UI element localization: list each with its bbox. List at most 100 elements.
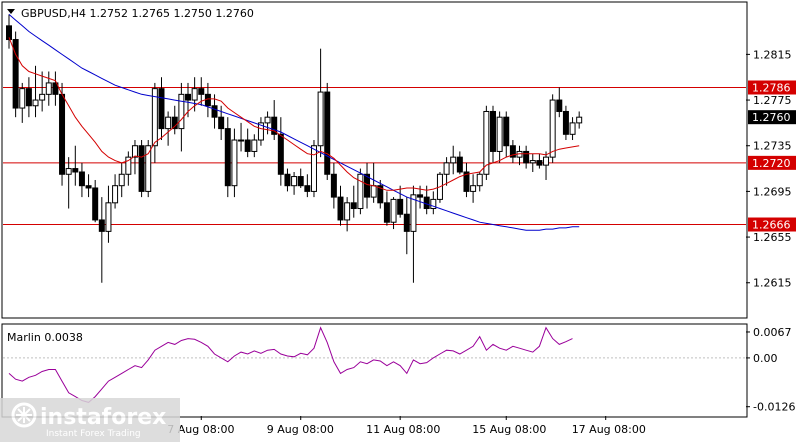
time-tick-label: 11 Aug 08:00 <box>366 423 440 436</box>
level-badge-1: 1.2720 <box>748 155 796 170</box>
candle <box>450 145 457 175</box>
axis-layer: 1.2815 1.2775 1.2735 1.2695 1.2655 1.2615 1.27… <box>167 48 796 436</box>
candle <box>131 140 138 175</box>
marlin-line <box>8 326 573 403</box>
candle <box>39 71 46 112</box>
time-tick-label: 15 Aug 08:00 <box>472 423 546 436</box>
ma-fast-line <box>8 37 580 191</box>
level-badge-2: 1.2666 <box>748 217 796 232</box>
candle <box>489 105 496 163</box>
candle <box>543 151 550 180</box>
candle <box>403 197 410 255</box>
candle <box>264 111 271 135</box>
candle <box>483 105 490 180</box>
candle <box>6 14 12 49</box>
candle <box>52 71 59 106</box>
candle <box>377 179 384 209</box>
ma-slow-line <box>8 14 580 231</box>
candle <box>509 140 516 163</box>
candle <box>244 128 251 158</box>
chart-title: GBPUSD,H4 1.2752 1.2765 1.2750 1.2760 <box>21 7 254 20</box>
svg-text:1.2786: 1.2786 <box>752 81 791 94</box>
candle <box>78 162 85 198</box>
candle <box>284 168 291 192</box>
candle <box>350 185 357 218</box>
candle <box>211 94 218 129</box>
candle <box>171 105 178 135</box>
price-tick-label: 1.2615 <box>753 277 792 290</box>
candle <box>251 134 258 158</box>
candle <box>271 100 278 141</box>
candle <box>231 128 238 198</box>
candle <box>125 151 132 186</box>
candle <box>158 77 165 141</box>
candle <box>178 82 185 152</box>
candle <box>98 197 105 283</box>
indicator-title: Marlin 0.0038 <box>7 331 83 344</box>
candle <box>443 157 450 186</box>
price-tick-label: 1.2815 <box>753 48 792 61</box>
candle <box>85 174 92 198</box>
candle <box>523 145 530 169</box>
candle <box>105 185 112 243</box>
candle <box>390 197 397 230</box>
candle <box>496 111 503 163</box>
candle <box>145 140 152 198</box>
candle <box>19 82 26 123</box>
price-tick-label: 1.2695 <box>753 185 792 198</box>
candle <box>277 117 284 186</box>
candle <box>397 185 404 218</box>
candle <box>65 157 72 209</box>
current-price-badge: 1.2760 <box>748 110 796 125</box>
candle <box>430 191 437 215</box>
candle <box>410 185 417 283</box>
time-tick-label: 7 Aug 08:00 <box>167 423 234 436</box>
indicator-layer <box>3 326 746 403</box>
svg-text:1.2666: 1.2666 <box>752 219 791 232</box>
candle <box>324 82 331 180</box>
candle <box>330 162 337 209</box>
candle <box>304 174 311 198</box>
candle <box>238 122 245 152</box>
watermark-tagline: Instant Forex Trading <box>46 429 141 439</box>
level-badge-0: 1.2786 <box>748 80 796 95</box>
candle <box>569 117 576 141</box>
indicator-tick-label: 0.0067 <box>753 326 792 339</box>
candle <box>72 145 79 186</box>
candle <box>257 117 264 146</box>
main-layer <box>3 14 746 283</box>
candle <box>383 191 390 226</box>
candle <box>562 105 569 141</box>
candle <box>224 117 231 198</box>
svg-text:1.2720: 1.2720 <box>752 157 791 170</box>
candle <box>165 111 172 146</box>
chart-menu-icon[interactable] <box>7 9 15 14</box>
candle <box>556 87 563 118</box>
candle <box>476 171 483 192</box>
price-tick-label: 1.2655 <box>753 231 792 244</box>
candle <box>337 185 344 226</box>
candle <box>536 153 543 169</box>
svg-text:1.2760: 1.2760 <box>752 111 791 124</box>
candle <box>529 153 536 172</box>
candle <box>503 111 510 158</box>
candle <box>470 174 477 203</box>
candle <box>138 140 145 198</box>
indicator-tick-label: -0.0126 <box>753 401 795 414</box>
watermark-logo-icon <box>11 402 37 428</box>
candle <box>32 65 39 118</box>
candle <box>291 171 298 195</box>
indicator-tick-label: 0.00 <box>753 352 778 365</box>
price-tick-label: 1.2775 <box>753 94 792 107</box>
candle <box>317 48 324 158</box>
price-tick-label: 1.2735 <box>753 140 792 153</box>
candle <box>25 77 32 118</box>
candle <box>456 151 463 175</box>
candle <box>463 162 470 198</box>
time-tick-label: 17 Aug 08:00 <box>572 423 646 436</box>
watermark-brand: instaforex <box>40 405 166 430</box>
candle <box>364 162 371 209</box>
candle <box>118 162 125 198</box>
